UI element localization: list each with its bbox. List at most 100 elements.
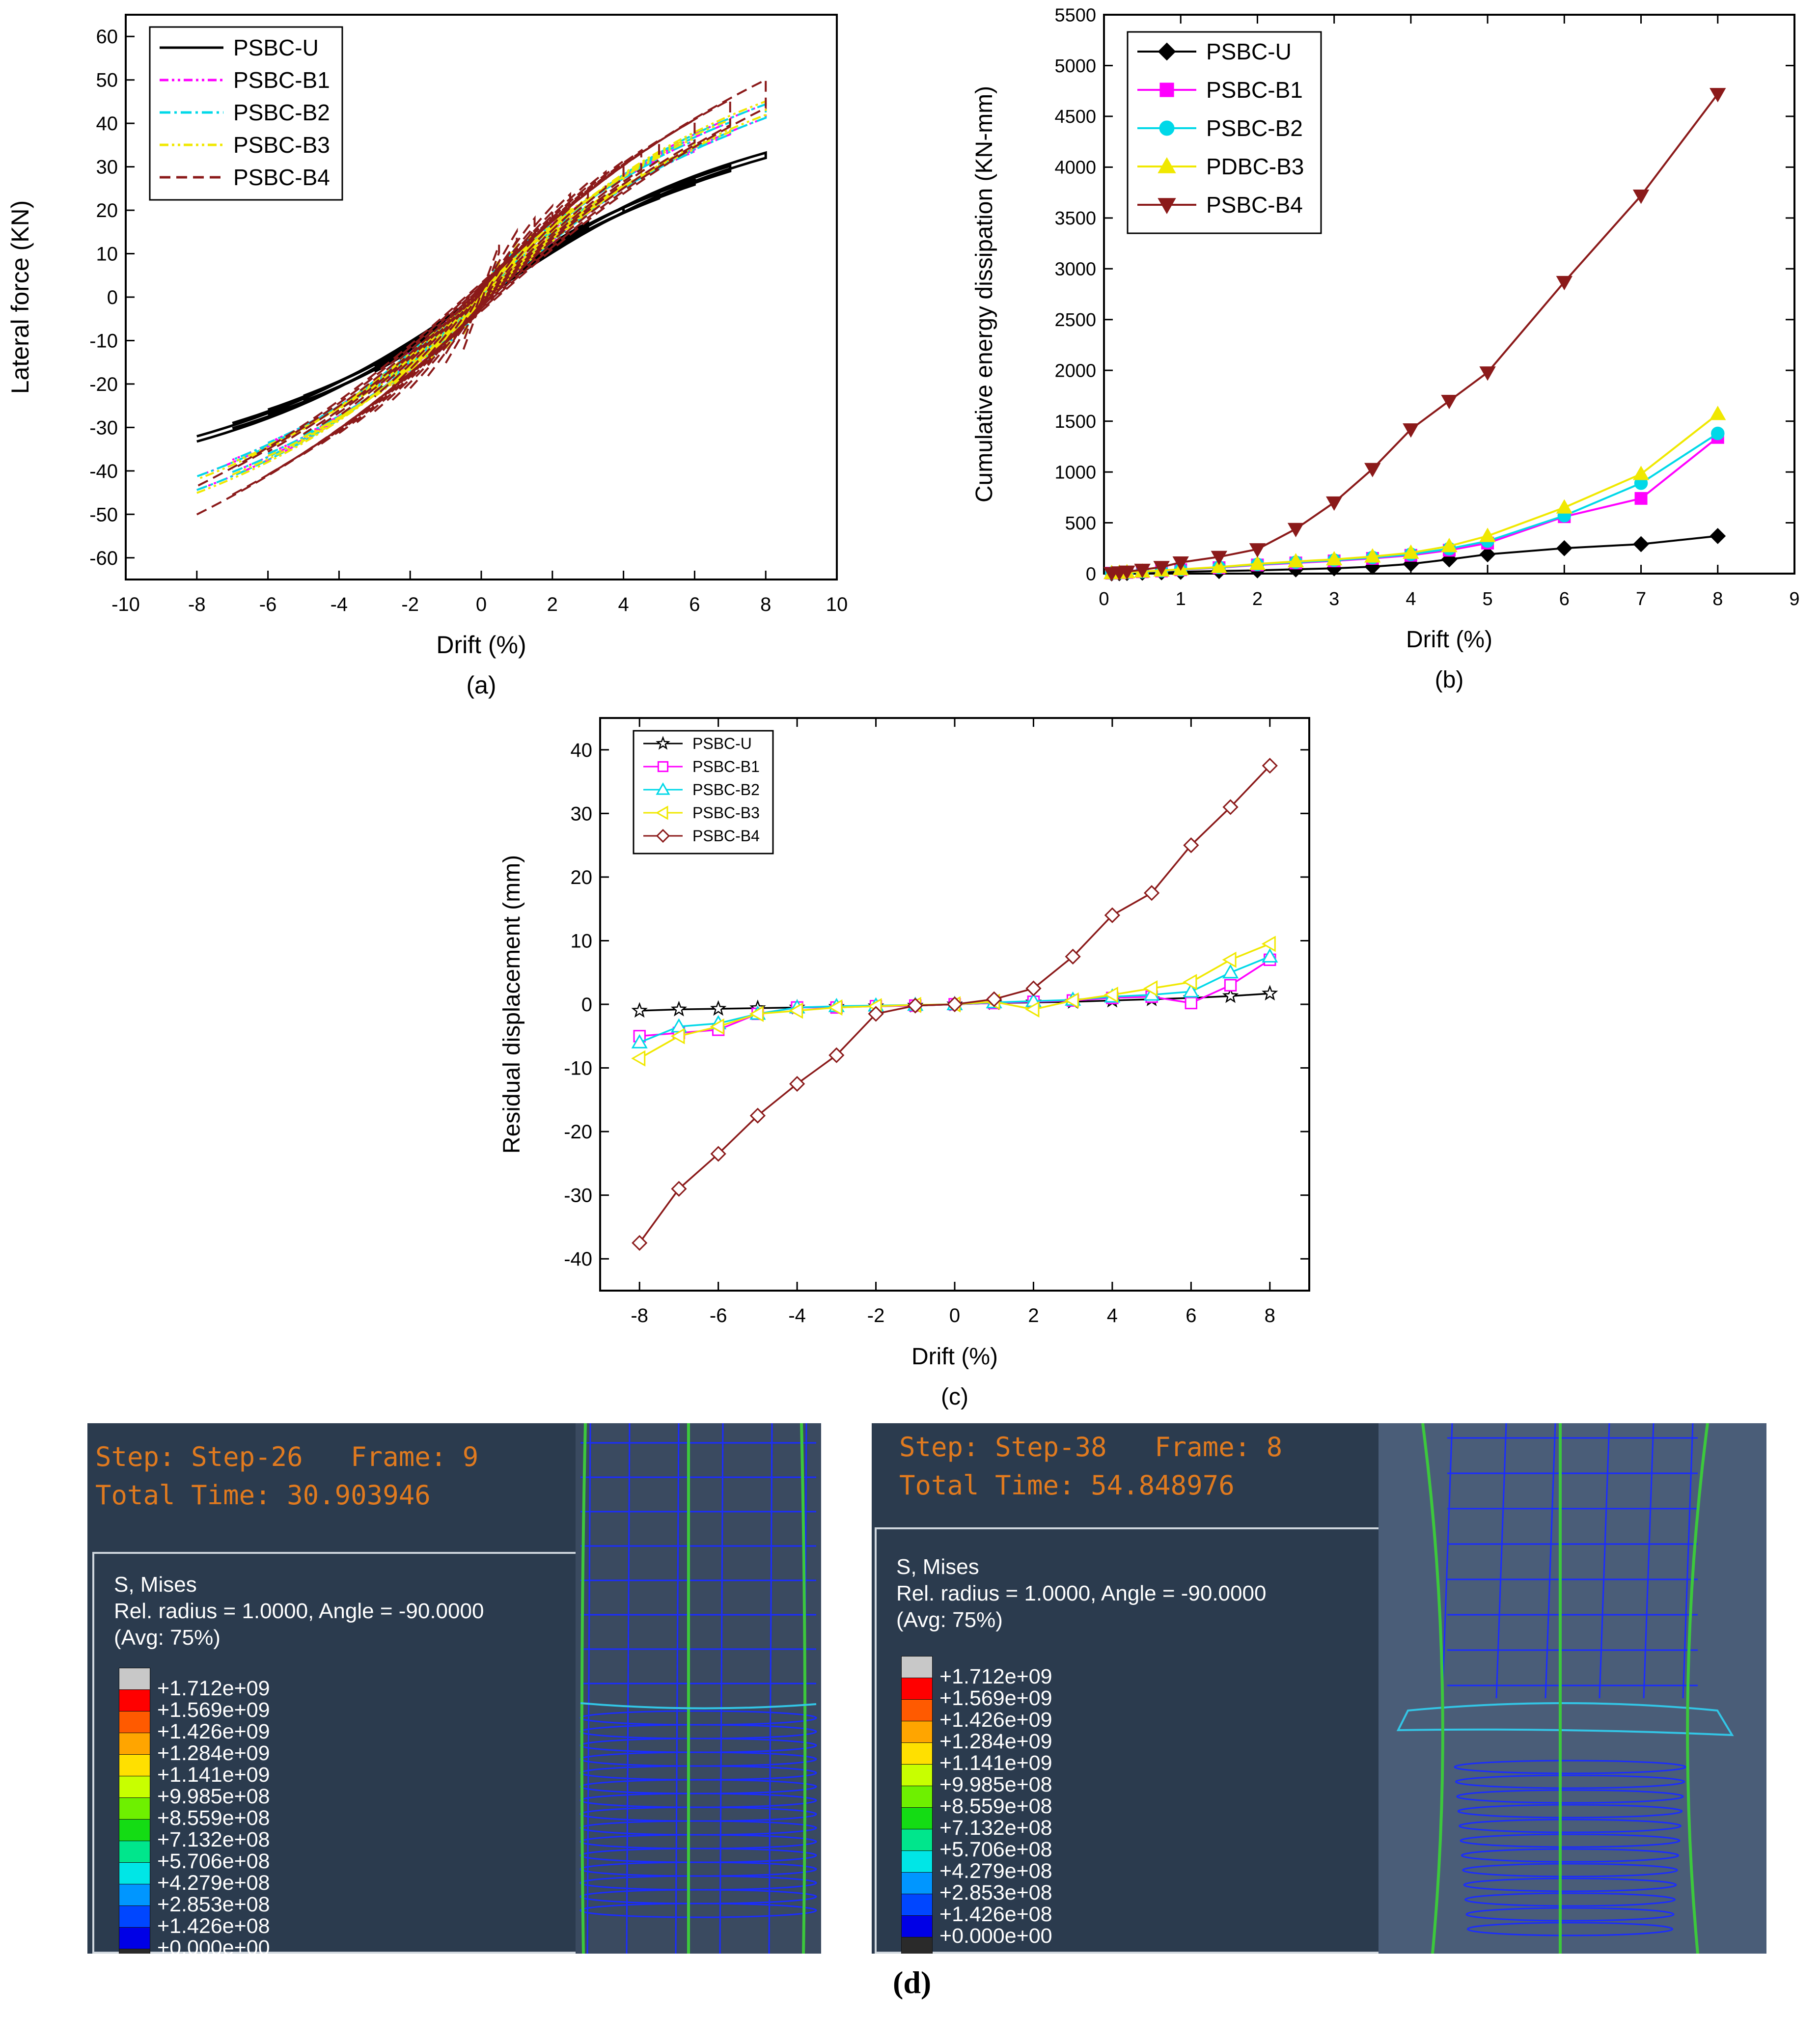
data-point [710,1146,726,1162]
y-tick-label: 10 [96,244,118,265]
legend-item: PSBC-U [160,35,319,60]
legend-item: PSBC-B3 [643,804,760,822]
contour-swatch [901,1786,933,1808]
y-tick-label: -40 [564,1248,592,1270]
y-tick-label: 3500 [1054,208,1096,229]
x-axis-label: Drift (%) [1406,627,1492,653]
data-point [710,1018,724,1035]
legend-item: PSBC-U [1137,39,1292,64]
data-point [749,1005,764,1022]
contour-level-label: +0.000e+00 [939,1924,1052,1948]
contour-swatch [119,1733,150,1755]
contour-swatch [901,1894,933,1916]
legend-label: PSBC-U [233,35,319,60]
legend-marker [1158,198,1176,215]
legend-item: PSBC-B4 [1137,192,1303,218]
legend-marker [1158,157,1176,173]
contour-level-label: +8.559e+08 [939,1795,1052,1818]
mesh-rebar [1421,1423,1444,1954]
y-tick-label: 30 [571,803,593,825]
y-tick-label: 1000 [1054,462,1096,483]
legend-label: PSBC-B4 [1206,192,1303,218]
y-tick-label: 10 [571,930,593,952]
series-PSBC-B4 [632,758,1278,1251]
y-tick-label: 30 [96,157,118,178]
legend: PSBC-U PSBC-B1 PSBC-B2 PDBC-B3 PSBC-B4 [1127,31,1322,234]
legend-label: PSBC-B2 [692,781,760,799]
chart-caption: (a) [466,671,496,699]
data-point [1222,964,1239,979]
y-tick-label: 40 [96,113,118,135]
mesh-hoop [1461,1848,1680,1863]
y-axis-label: Lateral force (KN) [6,200,34,394]
contour-swatch [901,1721,933,1743]
data-point [631,1002,648,1018]
y-tick-label: 2000 [1054,360,1096,381]
x-tick-label: -4 [788,1305,806,1326]
legend-item: PSBC-B3 [160,132,330,158]
data-point [1479,366,1496,381]
legend-item: PSBC-B1 [1137,77,1303,103]
legend-marker [657,761,669,773]
legend-label: PSBC-B4 [233,165,330,190]
y-tick-label: 1500 [1054,412,1096,432]
data-point [1262,758,1278,774]
data-point [1711,426,1725,441]
series-PDBC-B3 [1103,406,1726,580]
data-point [1249,543,1266,558]
x-tick-label: 5 [1483,589,1493,609]
legend: PSBC-U PSBC-B1 PSBC-B2 PSBC-B3 PSBC-B4 [149,26,343,201]
contour-level-label: +4.279e+08 [939,1859,1052,1883]
y-tick-label: 40 [571,740,593,761]
data-point [1222,951,1237,968]
legend-marker [656,828,670,843]
contour-swatch [119,1754,150,1777]
contour-swatch [901,1699,933,1722]
column-mesh-right [1379,1423,1766,1954]
legend-item: PDBC-B3 [1137,154,1304,179]
legend-item: PSBC-B2 [643,781,760,799]
x-tick-label: 8 [760,594,771,615]
caption-d: (d) [893,1965,932,2000]
mesh-rebar [580,1423,587,1954]
chart-b: 0 1 2 3 4 5 6 7 8 9 0 500 1000 1500 2000 2500 3000 3500 40… [971,5,1800,693]
x-tick-label: 4 [1107,1305,1118,1326]
legend-marker [656,782,670,795]
contour-swatch [119,1797,150,1820]
fea-time-text: Total Time: 30.903946 [95,1480,431,1511]
data-point [1153,561,1170,576]
y-tick-label: 60 [96,26,118,48]
x-axis-label: Drift (%) [911,1344,998,1370]
x-tick-label: -2 [867,1305,885,1326]
contour-swatch [901,1807,933,1830]
contour-level-label: +2.853e+08 [939,1881,1052,1905]
contour-swatch [901,1656,933,1679]
legend-marker [655,805,668,820]
data-point [1364,548,1381,563]
data-point [1710,406,1726,420]
y-tick-label: 0 [1086,564,1096,584]
column-mesh-left [576,1423,821,1954]
chart-caption: (c) [941,1384,968,1410]
data-point [1325,551,1343,566]
legend-label: PSBC-U [692,735,752,752]
y-tick-label: 5500 [1054,5,1096,26]
data-point [1632,466,1650,480]
y-tick-label: 3000 [1054,259,1096,280]
contour-swatch [901,1829,933,1851]
contour-level-label: +1.426e+08 [939,1903,1052,1926]
legend-marker [1159,83,1174,97]
data-point [1249,555,1266,570]
data-point [1262,948,1278,963]
data-point [1183,983,1199,998]
contour-swatch [119,1776,150,1798]
data-point [1119,565,1135,580]
data-point [1025,1001,1040,1018]
data-point [1065,948,1081,965]
data-point [1261,936,1276,952]
legend-item: PSBC-B2 [1137,115,1303,141]
legend-title: S, Mises [114,1573,197,1597]
data-point [1403,423,1419,438]
x-tick-label: 6 [689,594,700,615]
